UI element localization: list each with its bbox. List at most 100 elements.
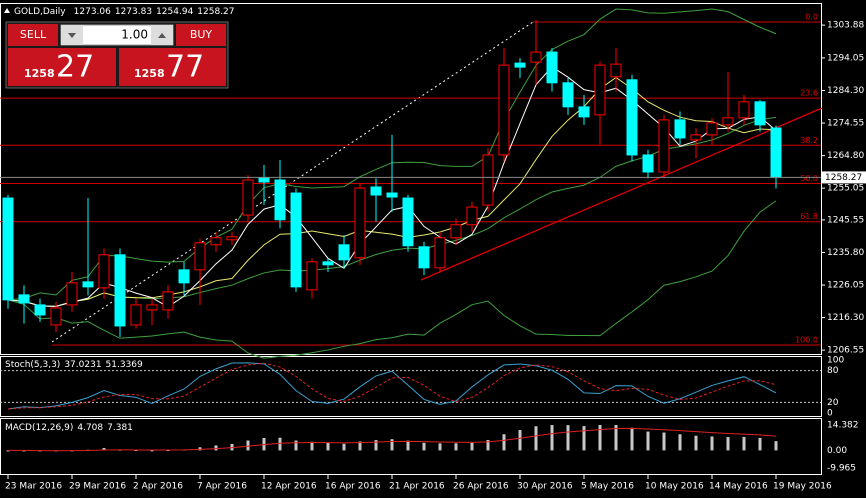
sell-label[interactable]: SELL <box>20 28 47 41</box>
candle-body <box>626 79 638 156</box>
candle-body <box>66 282 78 306</box>
bid-small[interactable]: 1258 <box>24 67 55 80</box>
macd-bar <box>326 442 330 451</box>
stoch-header: Stoch(5,3,3) 37.0231 51.3369 <box>5 360 143 370</box>
macd-header: MACD(12,26,9) 4.708 7.381 <box>5 423 133 433</box>
macd-bar <box>582 426 586 451</box>
macd-bar <box>102 448 106 451</box>
macd-signal: 7.381 <box>107 423 133 433</box>
candle-body <box>274 179 286 221</box>
macd-bar <box>134 450 138 452</box>
x-tick-label: 2 Apr 2016 <box>133 482 183 492</box>
x-tick-label: 23 Mar 2016 <box>5 482 62 492</box>
candle-body <box>210 237 222 246</box>
x-tick-label: 30 Apr 2016 <box>517 482 573 492</box>
candle-body <box>578 106 590 118</box>
y-tick-label: 1303.88 <box>827 21 864 31</box>
macd-bar <box>486 439 490 451</box>
candle-body <box>338 244 350 261</box>
moving-average-slow <box>7 76 777 307</box>
candle-body <box>98 254 110 289</box>
candle-body <box>114 254 126 327</box>
panel-frames <box>0 3 822 475</box>
x-tick-label: 10 May 2016 <box>645 482 704 492</box>
macd-bar <box>598 425 602 451</box>
macd-bar <box>310 441 314 451</box>
main-frame <box>0 3 822 355</box>
macd-tick-label: 14.382 <box>827 421 859 431</box>
macd-tick-label: -9.965 <box>827 464 856 474</box>
y-tick-label: 1216.30 <box>827 313 864 323</box>
sell-price-box[interactable] <box>8 48 116 86</box>
x-tick-label: 21 Apr 2016 <box>389 482 445 492</box>
stoch-tick-label: 0 <box>827 409 833 419</box>
y-tick-label: 1274.55 <box>827 119 864 129</box>
candle-body <box>402 197 414 247</box>
lot-up-icon <box>158 33 166 38</box>
macd-bar <box>678 434 682 451</box>
macd-bar <box>150 450 154 452</box>
macd-bar <box>294 440 298 451</box>
y-tick-label: 1245.55 <box>827 215 864 225</box>
macd-bar <box>422 442 426 451</box>
trendline-dotted <box>51 21 534 343</box>
y-tick-label: 1206.55 <box>827 346 864 356</box>
macd-title: MACD(12,26,9) <box>5 423 73 433</box>
macd-frame <box>0 418 822 475</box>
candle-body <box>194 242 206 271</box>
macd-bar <box>758 437 762 451</box>
macd-bar <box>166 450 170 452</box>
header: GOLD,Daily 1273.06 1273.83 1254.94 1258.27 <box>14 7 235 17</box>
fib-label: 38.2 <box>800 136 818 145</box>
stoch-d: 51.3369 <box>106 360 143 370</box>
x-tick-label: 29 Mar 2016 <box>69 482 126 492</box>
lot-value[interactable]: 1.00 <box>121 28 148 42</box>
bid-big[interactable]: 27 <box>56 50 94 85</box>
macd-bar <box>646 431 650 451</box>
header-close: 1258.27 <box>197 7 234 17</box>
macd-bar <box>694 435 698 451</box>
buy-label[interactable]: BUY <box>190 28 213 41</box>
candle-body <box>130 304 142 326</box>
candle-body <box>562 82 574 108</box>
buy-button[interactable] <box>176 24 226 46</box>
candle-body <box>770 127 782 178</box>
macd-tick-label: 0.00 <box>827 446 847 456</box>
x-tick-label: 19 May 2016 <box>773 482 832 492</box>
candle-body <box>2 197 14 301</box>
candle-body <box>674 119 686 139</box>
macd-bar <box>566 425 570 451</box>
header-icon <box>4 8 10 13</box>
ask-small[interactable]: 1258 <box>134 67 165 80</box>
ask-big[interactable]: 77 <box>166 50 204 85</box>
bollinger-lower <box>7 200 777 359</box>
candle-body <box>482 154 494 206</box>
current-price-box <box>822 171 866 184</box>
header-open: 1273.06 <box>74 7 111 17</box>
candle-body <box>610 63 622 78</box>
candle-body <box>530 51 542 63</box>
candle-body <box>18 294 30 304</box>
macd-main: 4.708 <box>77 423 103 433</box>
candle-body <box>722 117 734 126</box>
sell-button[interactable] <box>8 24 58 46</box>
macd-bar <box>470 442 474 451</box>
macd-bar <box>502 434 506 451</box>
macd-bar <box>726 437 730 451</box>
candle-body <box>514 62 526 68</box>
header-high: 1273.83 <box>115 7 152 17</box>
x-tick-label: 7 Apr 2016 <box>197 482 247 492</box>
x-tick-label: 12 Apr 2016 <box>261 482 317 492</box>
stoch-tick-label: 20 <box>827 398 839 408</box>
fib-label: 100.0 <box>795 335 818 344</box>
fib-label: 50.0 <box>800 174 818 183</box>
macd-bar <box>742 436 746 451</box>
candle-body <box>322 261 334 266</box>
candle-body <box>594 64 606 116</box>
buy-price-box[interactable] <box>119 48 226 86</box>
plot: 1303.88 1294.05 1284.30 1274.55 1264.80 1255.… <box>0 8 866 492</box>
y-tick-label: 1255.05 <box>827 184 864 194</box>
symbol: GOLD,Daily <box>14 7 66 17</box>
macd-bar <box>518 429 522 451</box>
macd-bar <box>662 432 666 451</box>
